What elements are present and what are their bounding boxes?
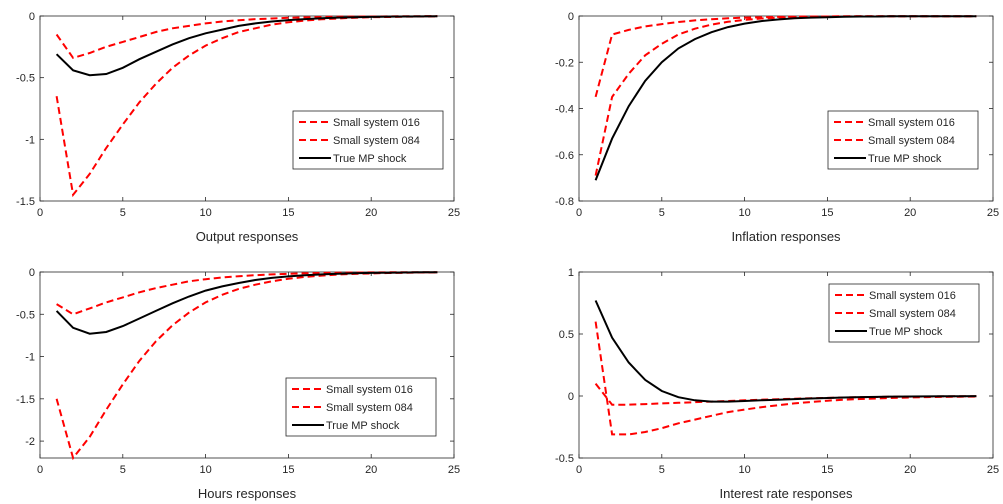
x-tick-label: 25: [448, 464, 460, 476]
x-tick-label: 20: [365, 464, 377, 476]
x-tick-label: 25: [987, 207, 999, 219]
x-tick-label: 0: [576, 207, 582, 219]
x-tick-label: 15: [282, 464, 294, 476]
y-tick-label: 0: [29, 267, 35, 279]
x-tick-label: 5: [659, 464, 665, 476]
x-axis-title: Output responses: [196, 229, 299, 244]
x-tick-label: 25: [987, 464, 999, 476]
legend-label: True MP shock: [333, 153, 407, 165]
chart-panel-2: 0 5 10 15 20 25 -0.8 -0.6 -0.4 -0.2 0 Inflation res…: [555, 11, 999, 244]
plot-area-frame: [39, 15, 455, 202]
x-tick-label: 0: [37, 464, 43, 476]
y-tick-label: -0.5: [555, 453, 574, 465]
plot-area-frame: [578, 15, 994, 202]
series-line-3: [594, 15, 977, 181]
x-axis-title: Interest rate responses: [720, 486, 853, 501]
y-tick-label: 0: [29, 11, 35, 23]
y-tick-label: 0.5: [559, 329, 574, 341]
x-tick-label: 15: [821, 464, 833, 476]
y-tick-label: -0.6: [555, 150, 574, 162]
legend-label: Small system 016: [326, 384, 413, 396]
x-tick-label: 15: [821, 207, 833, 219]
y-tick-label: -0.5: [16, 73, 35, 85]
x-tick-label: 20: [904, 207, 916, 219]
legend: Small system 016 Small system 084 True MP …: [828, 283, 980, 343]
y-tick-label: -1: [25, 134, 35, 146]
y-tick-label: 1: [568, 267, 574, 279]
legend: Small system 016 Small system 084 True MP …: [285, 377, 437, 437]
legend-label: Small system 016: [869, 290, 956, 302]
legend: Small system 016 Small system 084 True MP …: [827, 110, 979, 170]
y-tick-label: -0.5: [16, 309, 35, 321]
series-line-3: [55, 271, 438, 335]
y-tick-label: -1.5: [16, 394, 35, 406]
y-tick-label: -0.8: [555, 196, 574, 208]
x-tick-label: 10: [738, 464, 750, 476]
legend-label: True MP shock: [326, 420, 400, 432]
x-tick-label: 0: [576, 464, 582, 476]
x-tick-label: 25: [448, 207, 460, 219]
chart-panel-1: 0 5 10 15 20 25 -1.5 -1 -0.5 0 Output responses Sma…: [16, 11, 460, 244]
legend-label: Small system 016: [868, 117, 955, 129]
y-tick-label: 0: [568, 11, 574, 23]
legend-label: True MP shock: [869, 326, 943, 338]
legend-box: [292, 110, 444, 170]
x-tick-label: 5: [120, 207, 126, 219]
x-tick-label: 10: [199, 464, 211, 476]
series-line-3: [594, 300, 977, 403]
y-tick-label: -1.5: [16, 196, 35, 208]
y-tick-label: -0.4: [555, 104, 574, 116]
x-tick-label: 15: [282, 207, 294, 219]
legend-box: [285, 377, 437, 437]
legend-label: Small system 084: [868, 135, 955, 147]
x-tick-label: 20: [904, 464, 916, 476]
x-tick-label: 0: [37, 207, 43, 219]
x-axis-title: Inflation responses: [731, 229, 841, 244]
legend-label: Small system 084: [326, 402, 413, 414]
x-tick-label: 10: [738, 207, 750, 219]
x-tick-label: 5: [659, 207, 665, 219]
y-tick-label: -2: [25, 436, 35, 448]
y-tick-label: -1: [25, 352, 35, 364]
legend-label: Small system 016: [333, 117, 420, 129]
legend-box: [827, 110, 979, 170]
y-tick-label: -0.2: [555, 57, 574, 69]
x-tick-label: 10: [199, 207, 211, 219]
legend: Small system 016 Small system 084 True MP …: [292, 110, 444, 170]
series-line-3: [55, 15, 438, 77]
y-tick-label: 0: [568, 391, 574, 403]
x-axis-title: Hours responses: [198, 486, 297, 501]
x-tick-label: 5: [120, 464, 126, 476]
chart-panel-3: 0 5 10 15 20 25 -2 -1.5 -1 -0.5 0 Hours responses Sm…: [16, 267, 460, 501]
legend-label: True MP shock: [868, 153, 942, 165]
legend-label: Small system 084: [333, 135, 420, 147]
x-tick-label: 20: [365, 207, 377, 219]
legend-label: Small system 084: [869, 308, 956, 320]
legend-box: [828, 283, 980, 343]
